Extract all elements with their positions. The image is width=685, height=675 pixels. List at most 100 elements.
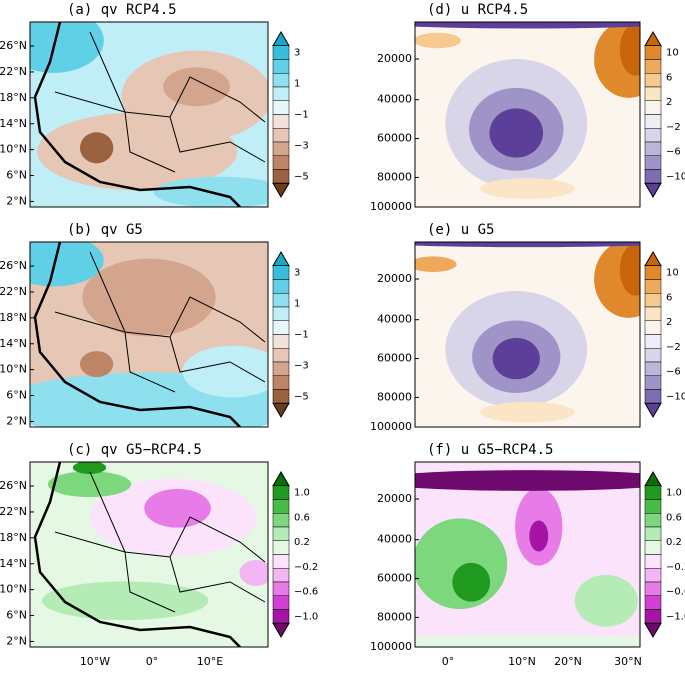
contour-region (480, 401, 575, 423)
colorbar-swatch (272, 45, 290, 60)
field (415, 462, 640, 647)
y-tick-label: 40000 (377, 93, 412, 106)
y-tick-label: 18°N (0, 311, 27, 324)
colorbar-label: 1.0 (294, 488, 310, 499)
contour-region (415, 22, 640, 29)
contour-region (163, 67, 230, 107)
colorbar-swatch (272, 265, 290, 280)
colorbar-swatch (272, 141, 290, 156)
colorbar-swatch (644, 375, 662, 390)
colorbar-end (272, 471, 290, 487)
y-tick-label: 2°N (6, 414, 27, 427)
y-tick-label: 10°N (0, 363, 27, 376)
contour-region (239, 560, 268, 586)
y-tick-label: 2°N (6, 634, 27, 647)
colorbar-swatch (272, 526, 290, 541)
colorbar-end (644, 31, 662, 47)
colorbar-swatch (272, 375, 290, 390)
contour-region (619, 23, 640, 76)
y-tick-label: 18°N (0, 91, 27, 104)
contour-region (480, 178, 575, 199)
colorbar-label: 0.2 (666, 537, 682, 548)
contour-region (452, 562, 491, 602)
colorbar-swatch (272, 485, 290, 500)
panel-title: (e) u G5 (427, 222, 494, 238)
y-tick-label: 18°N (0, 531, 27, 544)
y-tick-label: 80000 (377, 390, 412, 403)
colorbar-swatch (272, 389, 290, 404)
colorbar-swatch (272, 595, 290, 610)
y-tick-label: 20000 (377, 52, 412, 65)
colorbar-swatch (272, 114, 290, 129)
y-tick-label: 14°N (0, 337, 27, 350)
contour-region (619, 243, 640, 296)
colorbar-label: −5 (294, 391, 309, 402)
colorbar-swatch (644, 306, 662, 321)
contour-region (415, 256, 457, 272)
panel-title: (d) u RCP4.5 (427, 2, 528, 18)
contour-region (153, 176, 268, 207)
colorbar-swatch (644, 100, 662, 115)
y-tick-label: 14°N (0, 117, 27, 130)
x-tick-label: 0° (442, 655, 455, 668)
colorbar-label: 3 (294, 48, 300, 59)
colorbar-swatch (644, 265, 662, 280)
colorbar-label: 0.2 (294, 537, 310, 548)
field (415, 242, 640, 427)
contour-region (415, 470, 640, 491)
y-tick-label: 26°N (0, 259, 27, 272)
contour-region (415, 242, 640, 248)
colorbar-label: −0.6 (294, 587, 318, 598)
field (30, 462, 268, 647)
colorbar-label: −0.2 (294, 562, 318, 573)
contour-region (79, 351, 114, 378)
colorbar-label: −10 (666, 171, 685, 182)
colorbar-swatch (272, 513, 290, 528)
colorbar-label: −3 (294, 140, 309, 151)
colorbar-swatch (644, 554, 662, 569)
colorbar-swatch (644, 114, 662, 129)
x-tick-label: 10°W (80, 655, 110, 668)
colorbar-swatch (644, 485, 662, 500)
colorbar-label: −5 (294, 171, 309, 182)
colorbar-swatch (272, 306, 290, 321)
contour-region (82, 258, 216, 337)
colorbar-end (644, 182, 662, 198)
colorbar-label: −0.2 (666, 562, 685, 573)
contour-region (415, 634, 640, 647)
field (415, 22, 640, 207)
colorbar-swatch (272, 554, 290, 569)
colorbar-swatch (272, 361, 290, 376)
colorbar-swatch (272, 155, 290, 170)
colorbar-swatch (644, 128, 662, 143)
y-tick-label: 6°N (6, 609, 27, 622)
y-tick-label: 22°N (0, 285, 27, 298)
colorbar-label: −2 (666, 342, 681, 353)
y-tick-label: 22°N (0, 505, 27, 518)
y-tick-label: 22°N (0, 65, 27, 78)
contour-region (79, 132, 114, 164)
colorbar-end (644, 471, 662, 487)
colorbar-end (272, 402, 290, 418)
contour-region (37, 112, 238, 191)
x-tick-label: 30°N (614, 655, 642, 668)
contour-region (72, 462, 107, 475)
colorbar-swatch (644, 293, 662, 308)
colorbar-swatch (644, 141, 662, 156)
colorbar-swatch (644, 73, 662, 88)
colorbar-label: −1.0 (666, 611, 685, 622)
colorbar-swatch (272, 499, 290, 514)
plot-frame (29, 241, 269, 428)
colorbar-end (644, 622, 662, 638)
panel-title: (a) qv RCP4.5 (67, 2, 177, 18)
colorbar-swatch (272, 609, 290, 624)
colorbar-swatch (272, 169, 290, 184)
y-tick-label: 60000 (377, 572, 412, 585)
colorbar-label: 1 (294, 299, 300, 310)
colorbar-end (272, 31, 290, 47)
y-tick-label: 10°N (0, 143, 27, 156)
contour-region (415, 32, 462, 49)
colorbar-label: 1 (294, 79, 300, 90)
colorbar-swatch (272, 86, 290, 101)
y-tick-label: 80000 (377, 610, 412, 623)
